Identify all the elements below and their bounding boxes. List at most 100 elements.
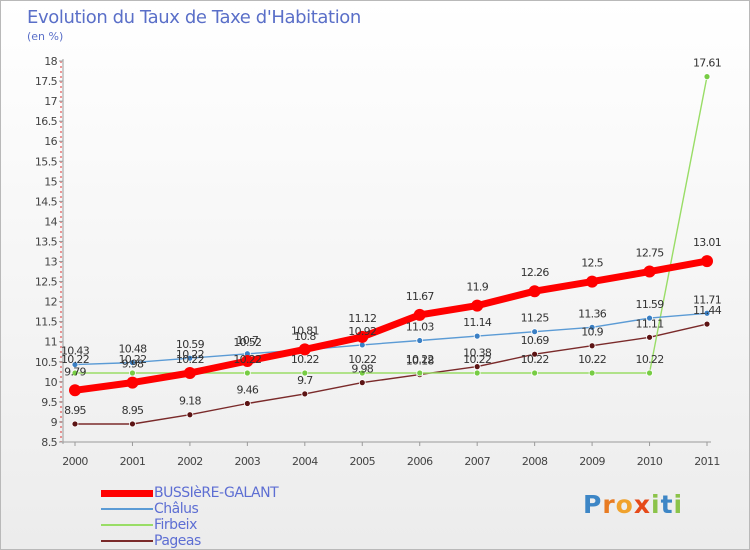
x-tick-label: 2010 [637, 455, 663, 468]
logo-letter: r [602, 490, 616, 519]
data-point-chalus [473, 332, 481, 340]
data-label-pageas: 9.46 [237, 383, 259, 396]
chart-title: Evolution du Taux de Taxe d'Habitation [27, 7, 361, 28]
data-point-bussiere-galant [413, 308, 426, 321]
y-tick-label: 16 [44, 135, 57, 148]
data-label-chalus: 11.71 [693, 293, 721, 306]
y-tick-label: 9.5 [41, 396, 57, 409]
y-tick-label: 18 [44, 55, 57, 68]
data-point-firbeix [646, 369, 653, 377]
data-label-firbeix: 17.61 [693, 57, 721, 70]
data-point-bussiere-galant [586, 275, 599, 288]
data-point-bussiere-galant [356, 330, 369, 343]
y-tick-label: 17.5 [35, 75, 58, 88]
data-point-pageas [243, 400, 251, 407]
data-label-bussiere-galant: 13.01 [693, 236, 721, 249]
data-label-chalus: 10.92 [348, 325, 376, 338]
data-point-pageas [186, 411, 194, 419]
chart-unit-label: (en %) [27, 30, 64, 43]
y-tick-label: 12 [44, 296, 57, 309]
x-tick-label: 2008 [522, 455, 548, 468]
data-point-chalus [646, 314, 653, 322]
data-point-bussiere-galant [643, 265, 656, 278]
legend-label: Firbeix [154, 517, 197, 533]
data-label-firbeix: 10.22 [636, 353, 664, 366]
legend-swatch-pageas [101, 540, 153, 542]
data-point-bussiere-galant [298, 343, 311, 356]
legend-swatch-bussiere-galant [101, 490, 153, 497]
data-label-bussiere-galant: 9.79 [64, 365, 86, 378]
data-point-firbeix [358, 369, 366, 377]
data-label-pageas: 9.98 [351, 363, 373, 376]
data-point-firbeix [416, 369, 424, 377]
data-label-firbeix: 10.22 [118, 353, 146, 366]
data-label-bussiere-galant: 12.26 [521, 266, 550, 279]
data-label-bussiere-galant: 11.9 [466, 281, 488, 294]
legend-swatch-chalus [101, 508, 153, 510]
data-label-pageas: 10.9 [581, 326, 603, 339]
data-label-pageas: 10.38 [463, 347, 492, 360]
data-label-pageas: 9.18 [179, 395, 201, 408]
data-point-pageas [473, 363, 481, 371]
data-point-pageas [703, 320, 711, 328]
data-point-firbeix [71, 369, 79, 377]
y-tick-label: 11 [44, 336, 57, 349]
data-label-chalus: 11.36 [578, 307, 607, 320]
data-label-firbeix: 10.22 [463, 353, 491, 366]
y-tick-label: 15 [44, 175, 57, 188]
data-point-firbeix [531, 369, 539, 377]
data-point-bussiere-galant [471, 299, 484, 312]
data-point-bussiere-galant [69, 384, 81, 397]
logo-letter: o [615, 490, 634, 519]
data-label-chalus: 11.59 [636, 298, 665, 311]
data-label-firbeix: 10.22 [176, 353, 204, 366]
data-label-bussiere-galant: 12.75 [636, 247, 665, 260]
data-point-pageas [646, 333, 653, 341]
data-label-chalus: 10.8 [294, 330, 316, 343]
data-point-bussiere-galant [528, 285, 541, 298]
data-label-firbeix: 10.22 [348, 353, 376, 366]
y-tick-label: 16.5 [35, 115, 58, 128]
series-line-bussiere-galant [71, 257, 711, 394]
data-point-firbeix [129, 369, 136, 377]
data-label-firbeix: 10.22 [291, 353, 319, 366]
data-point-firbeix [703, 73, 711, 81]
data-point-chalus [416, 337, 424, 344]
x-tick-label: 2003 [235, 455, 261, 468]
data-label-bussiere-galant: 12.5 [581, 257, 603, 270]
data-label-pageas: 10.18 [406, 355, 435, 368]
data-point-firbeix [301, 369, 309, 377]
data-label-chalus: 10.7 [237, 334, 259, 347]
data-point-chalus [186, 354, 194, 362]
series-line-pageas [74, 323, 708, 425]
data-label-firbeix: 10.22 [233, 353, 261, 366]
y-tick-label: 14 [44, 215, 57, 228]
x-tick-label: 2007 [464, 455, 490, 468]
x-tick-label: 2011 [694, 455, 720, 468]
data-label-chalus: 11.03 [406, 321, 435, 334]
legend-label: Pageas [154, 533, 201, 549]
data-label-pageas: 8.95 [122, 404, 144, 417]
x-tick-label: 2001 [120, 455, 146, 468]
data-point-firbeix [588, 369, 596, 377]
y-tick-label: 15.5 [35, 155, 58, 168]
y-tick-label: 10.5 [35, 356, 58, 369]
data-point-chalus [703, 309, 711, 317]
data-point-pageas [531, 350, 539, 358]
data-label-chalus: 10.48 [118, 343, 147, 356]
data-point-chalus [129, 359, 136, 366]
data-point-bussiere-galant [701, 255, 713, 268]
data-label-chalus: 11.14 [463, 316, 492, 329]
data-point-pageas [129, 420, 136, 428]
data-label-bussiere-galant: 11.67 [406, 290, 435, 303]
data-point-chalus [531, 328, 539, 336]
logo-letter: t [660, 490, 674, 519]
y-tick-label: 14.5 [35, 195, 58, 208]
data-label-chalus: 10.59 [176, 338, 205, 351]
logo-letter: i [673, 490, 684, 519]
x-tick-label: 2006 [407, 455, 433, 468]
data-point-pageas [71, 420, 79, 428]
y-tick-label: 13 [44, 256, 57, 269]
x-tick-label: 2009 [579, 455, 605, 468]
